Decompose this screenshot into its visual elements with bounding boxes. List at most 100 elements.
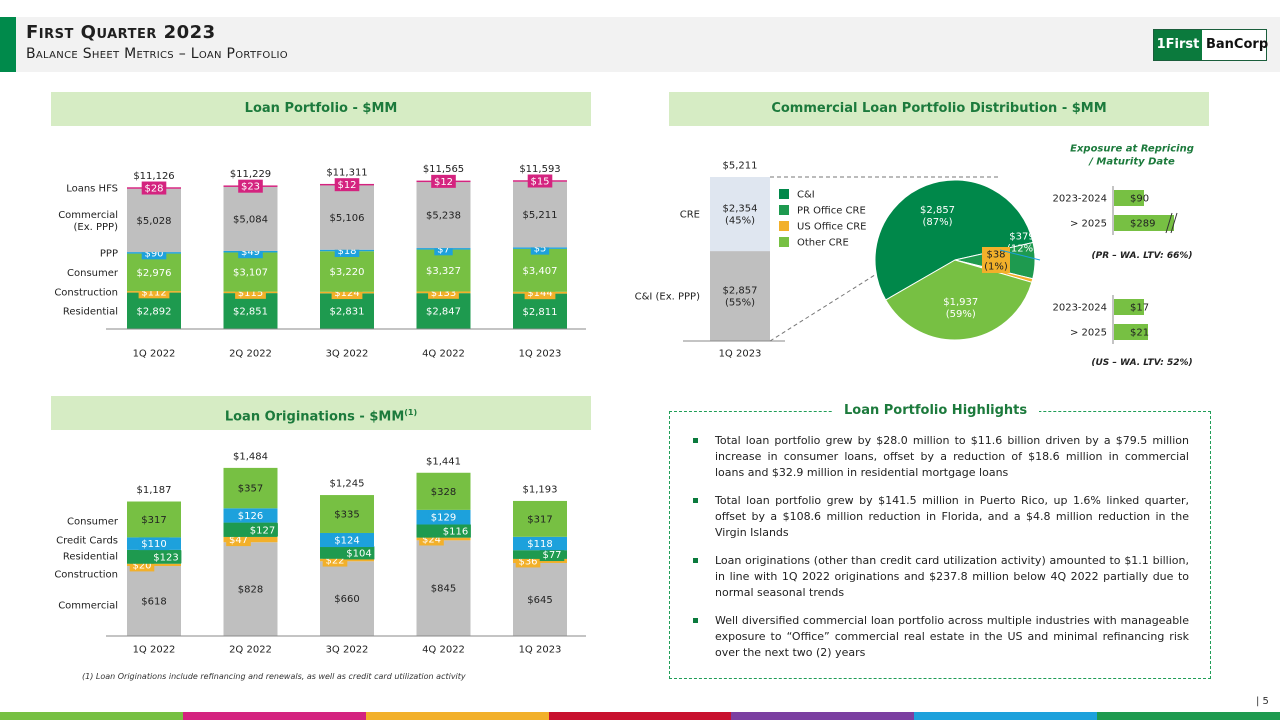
total-label: $11,126 [133,171,174,182]
connector-line [999,249,1041,261]
bottom-bar-segment [182,712,366,720]
data-label: $49 [241,247,260,258]
data-label: $645 [527,595,552,606]
data-label: $845 [431,584,456,595]
exposure-bar [1114,299,1144,315]
data-label: $133 [431,288,456,299]
data-label: $77 [542,550,561,561]
connector-line [769,255,906,342]
exposure-bar [1114,190,1144,206]
header-band [0,17,1280,72]
data-label-box [343,546,375,560]
bar-segment [127,188,181,253]
data-label-box [247,523,278,537]
bar-segment [320,561,374,636]
x-tick-label: 3Q 2022 [326,349,369,360]
series-label: C&I (Ex. PPP) [635,292,700,303]
bar-segment [513,181,567,248]
data-label: $2,976 [137,268,172,279]
data-label: $317 [141,515,166,526]
loan-portfolio-title: Loan Portfolio - $MM [51,92,591,126]
bar-segment [223,293,278,329]
data-label: $24 [422,534,441,545]
data-label: $2,847 [426,307,461,318]
x-tick-label: 1Q 2022 [133,349,176,360]
data-label-box [539,548,565,562]
bar-segment [223,467,278,509]
bar-segment [710,177,770,252]
bar-segment [513,562,567,636]
data-label: $7 [437,244,450,255]
data-label: $47 [229,535,248,546]
total-label: $1,484 [233,451,268,462]
slice-label: $2,857 (87%) [920,205,955,228]
data-label: $115 [238,288,263,299]
x-tick-label: 1Q 2022 [133,645,176,656]
legend-swatch [779,205,789,215]
bar-segment [513,293,567,329]
exposure-value: $21 [1130,328,1149,339]
series-label: PPP [100,248,118,259]
legend-swatch [779,189,789,199]
data-label: $104 [346,548,371,559]
loan-originations-title-text: Loan Originations - $MM [224,409,405,425]
data-label: $123 [153,552,178,563]
series-label: Commercial [58,601,118,612]
data-label: $3,107 [233,268,268,279]
series-label: Residential [63,552,118,563]
data-label: $3,407 [523,266,558,277]
data-label: $144 [527,288,552,299]
exposure-category: > 2025 [1070,328,1107,339]
exposure-value: $90 [1130,194,1149,205]
data-label: $116 [443,527,468,538]
data-label: $2,831 [330,307,365,318]
data-label: $22 [325,556,344,567]
data-label: $118 [527,539,552,550]
data-label: $18 [337,246,356,257]
highlight-item: Loan originations (other than credit car… [689,553,1189,601]
bar-segment [127,292,181,329]
data-label: $660 [334,594,359,605]
bar-segment [320,251,374,292]
bar-segment [127,566,181,636]
data-label: $23 [241,182,260,193]
bar-segment [320,495,374,533]
logo-mark: 1First [1154,30,1202,60]
legend-label: Other CRE [797,238,849,249]
series-label: Residential [63,306,118,317]
pie-slice [874,179,1034,301]
bar-segment [710,251,770,341]
data-label-box [527,174,553,188]
data-label: $28 [144,184,163,195]
legend-label: C&I [797,190,815,201]
data-label: $2,857 (55%) [723,286,758,309]
data-label: $335 [334,510,359,521]
bar-segment [223,252,278,292]
logo-text: BanCorp [1206,37,1269,52]
bottom-bar-segment [914,712,1098,720]
highlights-title: Loan Portfolio Highlights [832,403,1040,418]
company-logo: 1First BanCorp [1153,29,1269,61]
loan-originations-title: Loan Originations - $MM(1) [51,396,591,430]
data-label: $357 [238,484,263,495]
exposure-category: > 2025 [1070,219,1107,230]
data-label: $2,811 [523,307,558,318]
bar-segment [223,186,278,251]
data-label-box [238,179,263,193]
bottom-color-bar [0,712,1280,720]
exposure-bar [1114,215,1174,231]
total-label: $5,211 [723,161,758,172]
data-label: $328 [431,487,456,498]
total-label: $11,593 [519,164,560,175]
footnote: (1) Loan Originations include refinancin… [82,672,466,681]
legend-swatch [779,221,789,231]
exposure-value: $17 [1130,303,1149,314]
series-label: Construction [54,287,118,298]
highlight-item: Total loan portfolio grew by $141.5 mill… [689,493,1189,541]
total-label: $1,187 [137,485,172,496]
total-label: $11,311 [326,167,367,178]
page-title: First Quarter 2023 [26,22,216,43]
series-label: Credit Cards [56,536,118,547]
data-label: $317 [527,514,552,525]
data-label-box [141,181,167,195]
